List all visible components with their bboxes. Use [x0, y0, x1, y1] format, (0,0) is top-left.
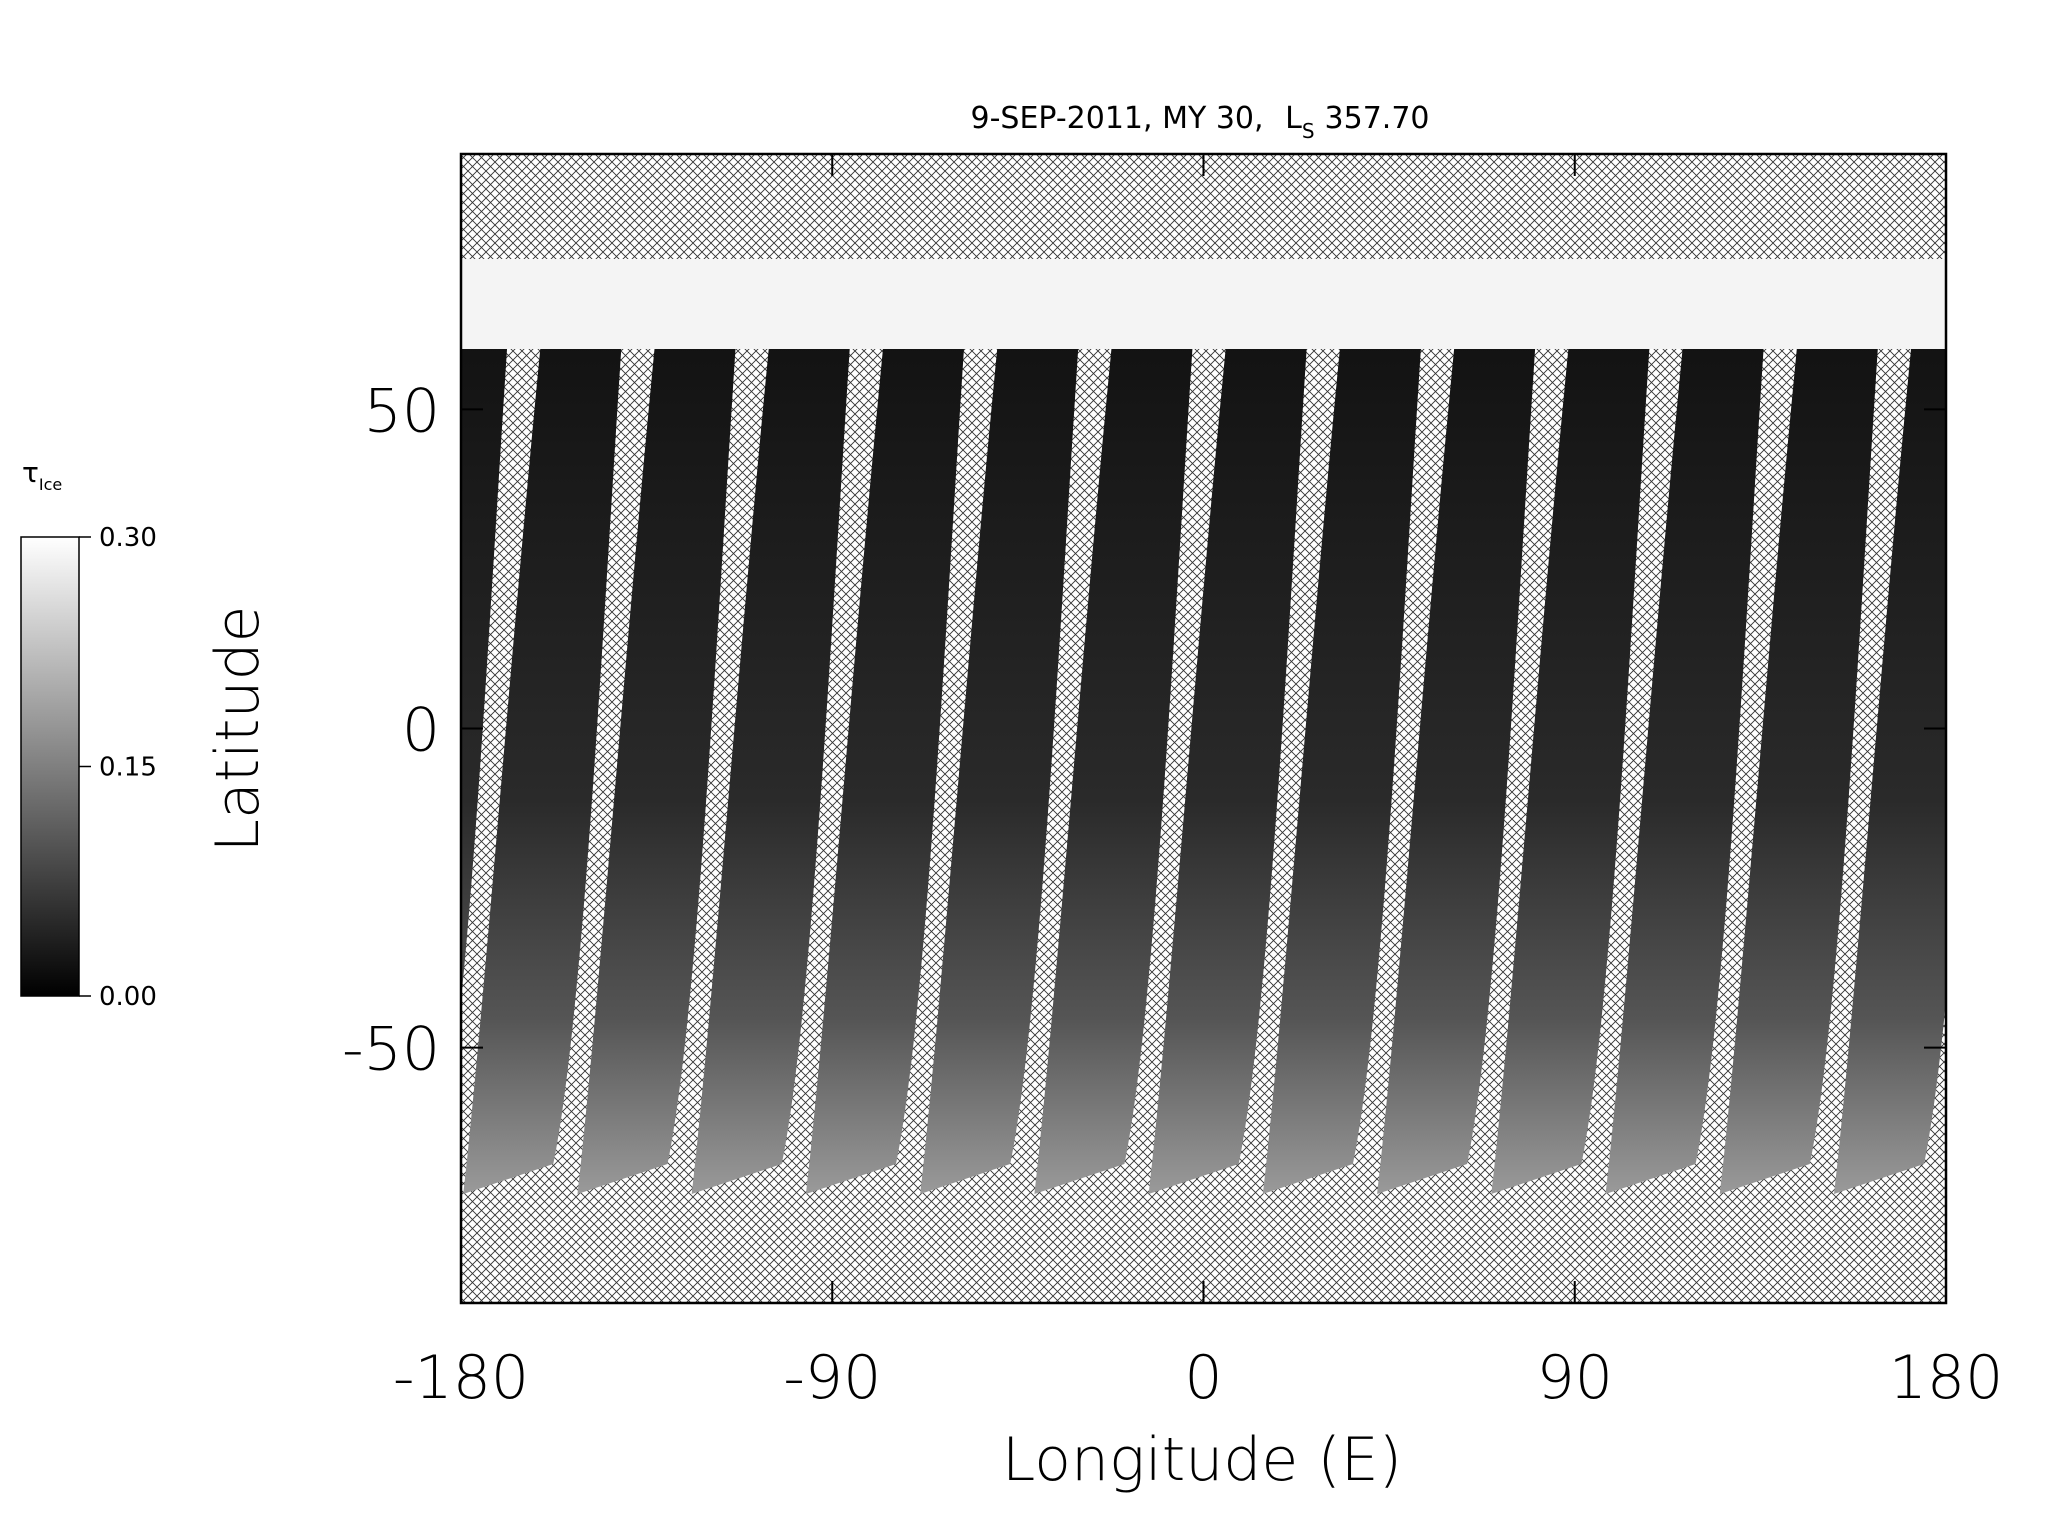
chart-title: 9-SEP-2011, MY 30, LS 357.70 — [971, 101, 1430, 143]
x-tick-label: -180 — [393, 1343, 529, 1413]
swath — [805, 319, 966, 1194]
colorbar-tick-label: 0.15 — [99, 753, 157, 783]
swath — [1834, 319, 1946, 1194]
title-ls: L — [1285, 101, 1302, 136]
polar-cap — [461, 259, 1946, 349]
colorbar-subscript: Ice — [39, 475, 62, 494]
colorbar-tick-label: 0.00 — [99, 982, 157, 1012]
swath — [920, 319, 1081, 1194]
x-axis-label: Longitude (E) — [1002, 1425, 1402, 1495]
x-tick-label: 0 — [1184, 1343, 1222, 1413]
y-tick-label: 0 — [402, 696, 440, 766]
swath — [577, 319, 738, 1194]
x-tick-label: 90 — [1537, 1343, 1613, 1413]
title-ls-value: 357.70 — [1325, 101, 1430, 136]
x-tick-label: -90 — [783, 1343, 881, 1413]
swath — [1605, 319, 1766, 1194]
x-tick-label: 180 — [1889, 1343, 2004, 1413]
title-ls-sub: S — [1302, 119, 1315, 143]
y-tick-label: -50 — [342, 1015, 440, 1085]
swath — [463, 319, 624, 1194]
swath — [461, 319, 510, 1002]
swath — [1262, 319, 1423, 1194]
colorbar-tick-label: 0.30 — [99, 523, 157, 553]
map-image — [461, 154, 1946, 1303]
swath — [1719, 319, 1880, 1194]
colorbar — [20, 536, 80, 997]
swath — [1491, 319, 1652, 1194]
title-text: 9-SEP-2011, MY 30, — [971, 101, 1264, 136]
colorbar-label: τIce — [22, 456, 62, 494]
swath — [1377, 319, 1538, 1194]
colorbar-symbol: τ — [22, 456, 39, 489]
swath — [1034, 319, 1195, 1194]
y-tick-label: 50 — [364, 376, 440, 446]
swath — [1148, 319, 1309, 1194]
swath — [691, 319, 852, 1194]
y-axis-label: Latitude — [203, 606, 273, 853]
